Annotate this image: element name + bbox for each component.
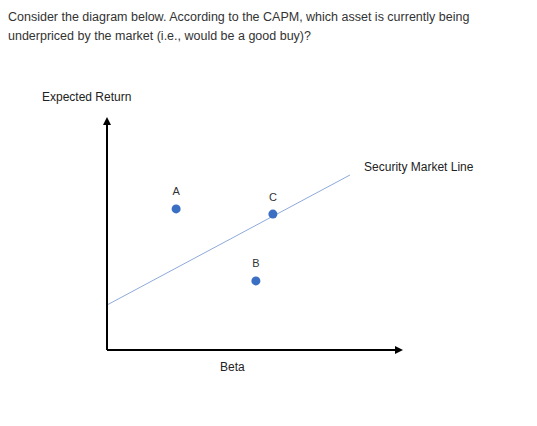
html-text:Beta: Beta (220, 360, 245, 374)
svg-text:C: C (269, 191, 277, 203)
html-text:Expected Return: Expected Return (42, 90, 132, 104)
svg-text:B: B (252, 257, 259, 269)
svg-text:Security Market Line: Security Market Line (364, 160, 474, 174)
html-text:Consider the diagram below. Ac: Consider the diagram below. According to… (8, 10, 470, 43)
svg-text:A: A (172, 185, 180, 197)
